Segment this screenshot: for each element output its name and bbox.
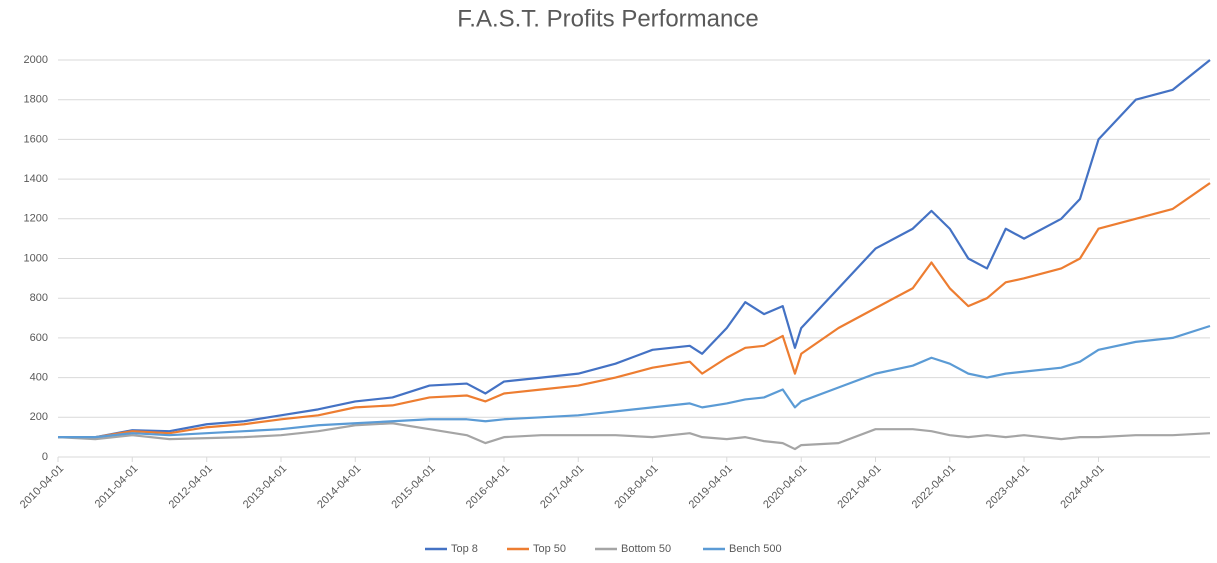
y-tick-label: 1000: [24, 252, 48, 264]
x-tick-label: 2019-04-01: [687, 463, 735, 511]
legend-label: Top 50: [533, 543, 566, 555]
y-tick-label: 200: [30, 411, 48, 423]
y-tick-label: 1600: [24, 133, 48, 145]
x-tick-label: 2016-04-01: [464, 463, 512, 511]
x-tick-label: 2014-04-01: [315, 463, 363, 511]
y-tick-label: 600: [30, 332, 48, 344]
x-tick-label: 2020-04-01: [761, 463, 809, 511]
y-tick-label: 1400: [24, 173, 48, 185]
x-tick-label: 2010-04-01: [18, 463, 66, 511]
series-line: [57, 422, 1211, 451]
y-tick-label: 1200: [24, 213, 48, 225]
x-tick-label: 2024-04-01: [1058, 463, 1106, 511]
y-tick-label: 1800: [24, 94, 48, 106]
x-tick-label: 2013-04-01: [241, 463, 289, 511]
legend-label: Top 8: [451, 543, 478, 555]
x-tick-label: 2011-04-01: [93, 463, 141, 511]
y-tick-label: 2000: [24, 54, 48, 66]
chart-title: F.A.S.T. Profits Performance: [457, 5, 758, 32]
y-tick-label: 0: [42, 451, 48, 463]
x-tick-label: 2015-04-01: [389, 463, 437, 511]
series-line: [58, 59, 1211, 439]
series-line: [58, 324, 1211, 439]
series-line: [58, 182, 1211, 439]
x-tick-label: 2023-04-01: [984, 463, 1032, 511]
x-tick-label: 2018-04-01: [612, 463, 660, 511]
x-tick-label: 2022-04-01: [910, 463, 958, 511]
x-tick-label: 2017-04-01: [538, 463, 586, 511]
x-tick-label: 2021-04-01: [835, 463, 883, 511]
legend-label: Bottom 50: [621, 543, 671, 555]
legend-label: Bench 500: [729, 543, 782, 555]
y-tick-label: 400: [30, 372, 48, 384]
x-tick-label: 2012-04-01: [167, 463, 215, 511]
y-tick-label: 800: [30, 292, 48, 304]
